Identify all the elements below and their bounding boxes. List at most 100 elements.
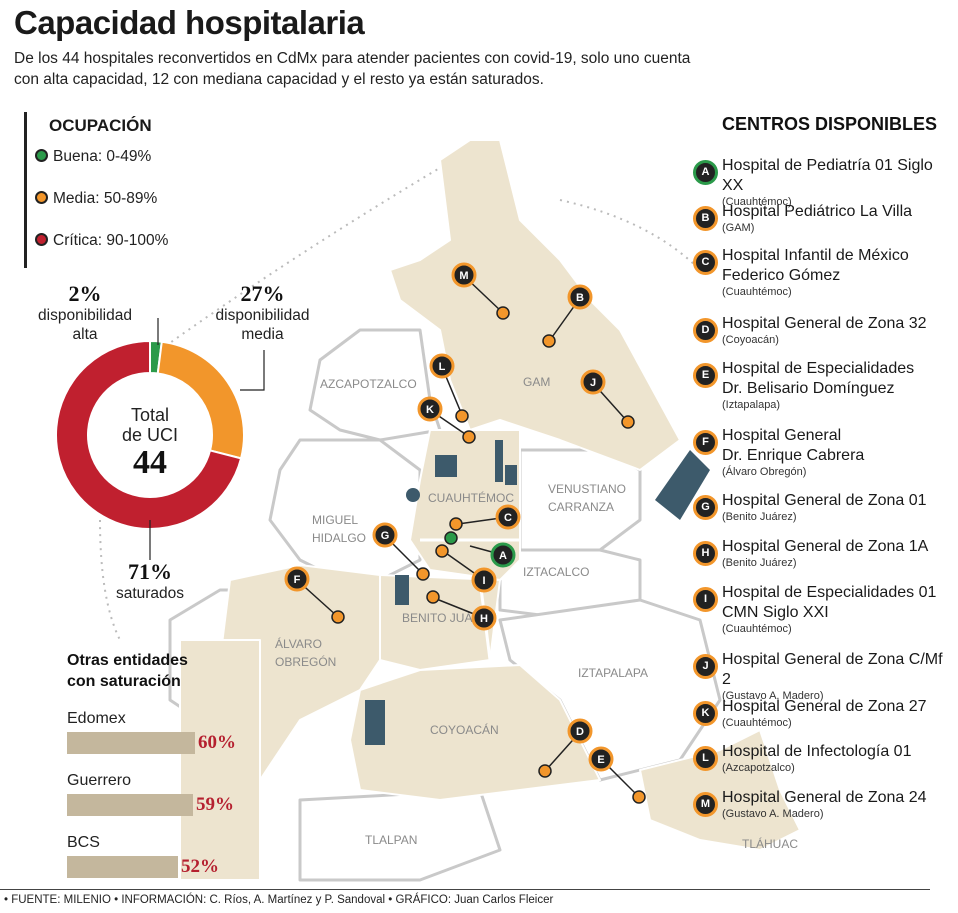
donut-center-line2: de UCI xyxy=(121,425,179,445)
building-icon xyxy=(395,575,409,605)
center-badge: D xyxy=(693,318,718,343)
marker-a[interactable]: A xyxy=(444,531,516,568)
center-name-text: Hospital de Infectología 01 xyxy=(722,743,912,760)
other-states-title: Otras entidades con saturación xyxy=(67,650,188,692)
center-name-text: Hospital Infantil de México Federico Góm… xyxy=(722,247,909,284)
center-name: Hospital General Dr. Enrique Cabrera (Álv… xyxy=(722,426,954,479)
center-badge: L xyxy=(693,746,718,771)
green-dot-icon xyxy=(35,149,48,162)
marker-l[interactable]: L xyxy=(429,353,469,423)
donut-slice-critical xyxy=(55,339,243,530)
center-name-text: Hospital de Especialidades 01 CMN Siglo … xyxy=(722,584,937,621)
marker-h[interactable]: H xyxy=(426,590,497,631)
marker-f[interactable]: F xyxy=(284,566,345,624)
district-label-carranza: CARRANZA xyxy=(548,500,614,514)
center-name-text: Hospital General de Zona 01 xyxy=(722,492,927,509)
marker-g[interactable]: G xyxy=(372,522,430,581)
center-badge: E xyxy=(693,363,718,388)
district-beige-leftbottom-shape xyxy=(179,639,261,881)
donut-text: media xyxy=(241,326,284,343)
center-name: Hospital General de Zona 1A (Benito Juáre… xyxy=(722,537,954,570)
center-name-text: Hospital General de Zona 27 xyxy=(722,698,927,715)
marker-e[interactable]: E xyxy=(588,746,646,804)
center-borough: (Coyoacán) xyxy=(722,334,779,346)
legend-label: Crítica: 90-100% xyxy=(53,232,169,249)
svg-text:M: M xyxy=(459,270,468,282)
footer-rule xyxy=(0,889,930,890)
district-label-cuauhtemoc: CUAUHTÉMOC xyxy=(428,490,514,505)
district-label-obregon: OBREGÓN xyxy=(275,654,336,669)
district-label-coyoacan: COYOACÁN xyxy=(430,722,499,737)
other-state-bar xyxy=(67,856,178,878)
donut-leader-medium xyxy=(240,350,265,391)
center-badge: G xyxy=(693,495,718,520)
center-name: Hospital Pediátrico La Villa (GAM) xyxy=(722,202,954,235)
center-borough: (Iztapalapa) xyxy=(722,399,781,411)
center-name: Hospital de Pediatría 01 Siglo XX (Cuauht… xyxy=(722,156,954,209)
center-badge: J xyxy=(693,654,718,679)
center-name: Hospital de Infectología 01 (Azcapotzalco… xyxy=(722,742,954,775)
donut-label-high: 2% disponibilidad alta xyxy=(30,282,140,344)
page-subtitle: De los 44 hospitales reconvertidos en Cd… xyxy=(14,50,691,88)
center-name: Hospital de Especialidades Dr. Belisario… xyxy=(722,359,954,412)
center-name-text: Hospital Pediátrico La Villa xyxy=(722,203,913,220)
donut-text: disponibilidad xyxy=(38,307,132,324)
occupancy-donut xyxy=(55,339,245,530)
svg-text:L: L xyxy=(439,361,446,373)
center-name: Hospital de Especialidades 01 CMN Siglo … xyxy=(722,583,954,636)
donut-pct-medium: 27% xyxy=(240,281,285,306)
donut-total: 44 xyxy=(133,444,167,481)
svg-text:K: K xyxy=(426,404,434,416)
legend-heading: OCUPACIÓN xyxy=(49,116,152,135)
district-label-azcapotzalco: AZCAPOTZALCO xyxy=(320,377,417,391)
other-states-title-line: Otras entidades xyxy=(67,652,188,669)
marker-i[interactable]: I xyxy=(435,544,497,593)
orange-dot-icon xyxy=(35,191,48,204)
other-state-name: Edomex xyxy=(67,710,126,727)
building-icon xyxy=(365,700,385,745)
district-miguel-hidalgo-shape xyxy=(268,438,422,582)
district-label-iztacalco: IZTACALCO xyxy=(523,565,589,579)
marker-b[interactable]: B xyxy=(542,284,593,348)
other-state-bar xyxy=(67,794,193,816)
building-icon xyxy=(505,465,517,485)
marker-c[interactable]: C xyxy=(449,504,521,531)
legend-item-critical: Crítica: 90-100% xyxy=(35,232,168,250)
center-borough: (GAM) xyxy=(722,222,755,234)
donut-center: Total de UCI 44 xyxy=(100,405,200,481)
svg-text:G: G xyxy=(381,530,390,542)
svg-text:C: C xyxy=(504,512,512,524)
district-label-venustiano: VENUSTIANO xyxy=(548,482,626,496)
other-state-name: BCS xyxy=(67,834,100,851)
building-icon xyxy=(406,488,420,502)
occupancy-legend: OCUPACIÓN Buena: 0-49% Media: 50-89% Crí… xyxy=(24,112,224,268)
center-borough: (Cuauhtémoc) xyxy=(722,286,792,298)
building-icon xyxy=(435,455,457,477)
svg-text:A: A xyxy=(499,550,507,562)
center-borough: (Gustavo A. Madero) xyxy=(722,690,824,702)
svg-text:H: H xyxy=(480,613,488,625)
marker-m[interactable]: M xyxy=(451,262,510,320)
center-borough: (Benito Juárez) xyxy=(722,557,797,569)
building-icon xyxy=(495,440,503,482)
marker-k[interactable]: K xyxy=(417,396,476,444)
center-name-text: Hospital General de Zona 32 xyxy=(722,315,927,332)
building-icon xyxy=(655,450,710,520)
svg-text:E: E xyxy=(597,754,604,766)
district-label-tlahuac: TLÁHUAC xyxy=(742,836,798,851)
center-borough: (Benito Juárez) xyxy=(722,511,797,523)
marker-j[interactable]: J xyxy=(580,369,635,429)
district-label-tlalpan: TLALPAN xyxy=(365,833,417,847)
other-state-value: 59% xyxy=(196,794,234,815)
svg-text:D: D xyxy=(576,726,584,738)
district-gam-shape xyxy=(389,139,681,471)
center-badge: F xyxy=(693,430,718,455)
district-label-iztapalapa: IZTAPALAPA xyxy=(578,666,648,680)
center-name-text: Hospital General de Zona 24 xyxy=(722,789,927,806)
center-name: Hospital General de Zona 24 (Gustavo A. M… xyxy=(722,788,954,821)
center-name: Hospital General de Zona 01 (Benito Juáre… xyxy=(722,491,954,524)
svg-text:J: J xyxy=(590,377,596,389)
donut-pct-high: 2% xyxy=(68,281,102,306)
marker-d[interactable]: D xyxy=(538,718,593,778)
